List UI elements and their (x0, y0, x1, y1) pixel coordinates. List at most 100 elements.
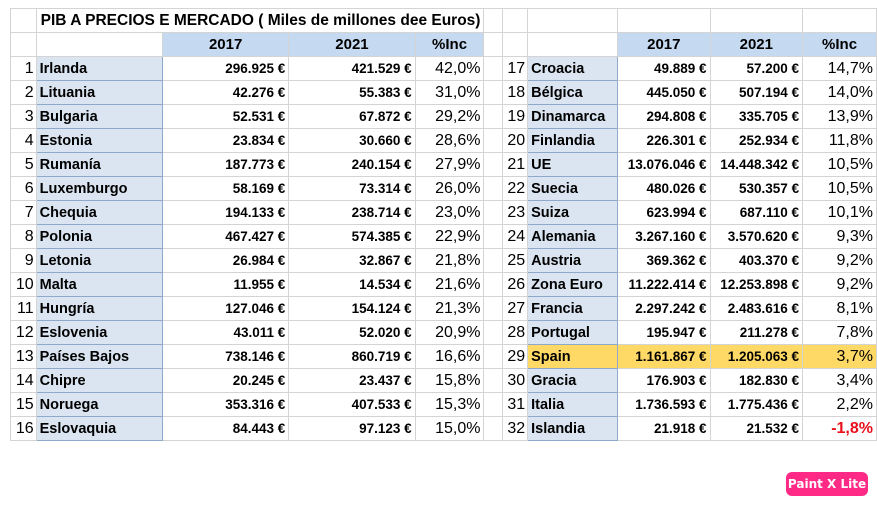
value-2017-cell: 623.994 € (617, 200, 711, 225)
inc-cell: 29,2% (414, 104, 485, 129)
inc-cell: 27,9% (414, 152, 485, 177)
value-2017-cell: 23.834 € (161, 128, 290, 153)
empty-cell (483, 152, 503, 177)
empty-cell (483, 80, 503, 105)
inc-cell: 10,1% (802, 200, 877, 225)
table-row: 16 Eslovaquia 84.443 €97.123 €15,0% 32 Islan… (10, 416, 877, 441)
inc-cell: 14,7% (802, 56, 877, 81)
table-row: 12 Eslovenia 43.011 €52.020 €20,9% 28 Portug… (10, 320, 877, 345)
country-cell: Luxemburgo (35, 176, 163, 201)
value-2021-cell: 21.532 € (709, 416, 804, 441)
value-2017-cell: 187.773 € (161, 152, 290, 177)
rank-cell: 1 (10, 56, 37, 81)
inc-cell: 3,4% (802, 368, 877, 393)
inc-cell: 21,6% (414, 272, 485, 297)
rank-cell: 14 (10, 368, 37, 393)
table-row: 6 Luxemburgo 58.169 €73.314 €26,0% 22 Suecia… (10, 176, 877, 201)
inc-cell: 9,2% (802, 248, 877, 273)
inc-cell: 10,5% (802, 176, 877, 201)
value-2017-cell: 353.316 € (161, 392, 290, 417)
value-2021-cell: 3.570.620 € (709, 224, 804, 249)
rank-cell: 15 (10, 392, 37, 417)
country-cell: Chipre (35, 368, 163, 393)
empty-cell (483, 128, 503, 153)
value-2017-cell: 445.050 € (617, 80, 711, 105)
country-cell: Suiza (527, 200, 619, 225)
empty-cell (483, 320, 503, 345)
inc-cell: 20,9% (414, 320, 485, 345)
table-row: 2 Lituania 42.276 €55.383 €31,0% 18 Bélgica 4… (10, 80, 877, 105)
table-row: 5 Rumanía 187.773 €240.154 €27,9% 21 UE 13.07… (10, 152, 877, 177)
value-2017-cell: 11.955 € (161, 272, 290, 297)
value-2017-cell: 738.146 € (161, 344, 290, 369)
inc-cell: 15,0% (414, 416, 485, 441)
value-2021-cell: 403.370 € (709, 248, 804, 273)
inc-cell: 16,6% (414, 344, 485, 369)
country-cell: Alemania (527, 224, 619, 249)
value-2021-cell: 154.124 € (288, 296, 416, 321)
inc-cell: 15,3% (414, 392, 485, 417)
value-2017-cell: 1.736.593 € (617, 392, 711, 417)
value-2017-cell: 195.947 € (617, 320, 711, 345)
empty-cell (483, 296, 503, 321)
rank-cell: 21 (501, 152, 529, 177)
rank-cell: 3 (10, 104, 37, 129)
country-cell: Dinamarca (527, 104, 619, 129)
rank-cell: 9 (10, 248, 37, 273)
rank-cell: 20 (501, 128, 529, 153)
rank-cell: 32 (501, 416, 529, 441)
value-2021-cell: 238.714 € (288, 200, 416, 225)
inc-cell: 22,9% (414, 224, 485, 249)
inc-cell: 2,2% (802, 392, 877, 417)
empty-cell (483, 344, 503, 369)
value-2021-cell: 335.705 € (709, 104, 804, 129)
table-row: 1 Irlanda 296.925 €421.529 €42,0% 17 Croacia… (10, 56, 877, 81)
value-2017-cell: 3.267.160 € (617, 224, 711, 249)
value-2017-cell: 21.918 € (617, 416, 711, 441)
value-2017-cell: 480.026 € (617, 176, 711, 201)
value-2021-cell: 97.123 € (288, 416, 416, 441)
header-2021-right: 2021 (709, 32, 804, 57)
value-2021-cell: 252.934 € (709, 128, 804, 153)
table-row: 10 Malta 11.955 €14.534 €21,6% 26 Zona Euro 1… (10, 272, 877, 297)
rank-cell: 13 (10, 344, 37, 369)
value-2021-cell: 1.775.436 € (709, 392, 804, 417)
empty-cell (483, 368, 503, 393)
value-2017-cell: 369.362 € (617, 248, 711, 273)
value-2021-cell: 860.719 € (288, 344, 416, 369)
country-cell: Italia (527, 392, 619, 417)
country-cell: Malta (35, 272, 163, 297)
inc-cell: 9,3% (802, 224, 877, 249)
rank-cell: 11 (10, 296, 37, 321)
country-cell: Portugal (527, 320, 619, 345)
value-2021-cell: 67.872 € (288, 104, 416, 129)
table-row: 13 Países Bajos 738.146 €860.719 €16,6% 29 S… (10, 344, 877, 369)
table-row: 15 Noruega 353.316 €407.533 €15,3% 31 Italia… (10, 392, 877, 417)
table-row: 4 Estonia 23.834 €30.660 €28,6% 20 Finlandia… (10, 128, 877, 153)
value-2021-cell: 211.278 € (709, 320, 804, 345)
rank-cell: 26 (501, 272, 529, 297)
table-row: 9 Letonia 26.984 €32.867 €21,8% 25 Austria 36… (10, 248, 877, 273)
value-2021-cell: 1.205.063 € (709, 344, 804, 369)
value-2021-cell: 530.357 € (709, 176, 804, 201)
value-2017-cell: 294.808 € (617, 104, 711, 129)
inc-cell: 21,8% (414, 248, 485, 273)
rank-cell: 7 (10, 200, 37, 225)
country-cell: UE (527, 152, 619, 177)
inc-cell: 9,2% (802, 272, 877, 297)
header-2021-left: 2021 (288, 32, 416, 57)
value-2021-cell: 23.437 € (288, 368, 416, 393)
inc-cell: 3,7% (802, 344, 877, 369)
value-2021-cell: 57.200 € (709, 56, 804, 81)
value-2021-cell: 421.529 € (288, 56, 416, 81)
rank-cell: 6 (10, 176, 37, 201)
empty-cell (483, 272, 503, 297)
inc-cell: 14,0% (802, 80, 877, 105)
value-2017-cell: 11.222.414 € (617, 272, 711, 297)
rank-cell: 24 (501, 224, 529, 249)
country-cell: Suecia (527, 176, 619, 201)
value-2017-cell: 226.301 € (617, 128, 711, 153)
inc-cell: 15,8% (414, 368, 485, 393)
table-row: 7 Chequia 194.133 €238.714 €23,0% 23 Suiza 62… (10, 200, 877, 225)
value-2017-cell: 176.903 € (617, 368, 711, 393)
